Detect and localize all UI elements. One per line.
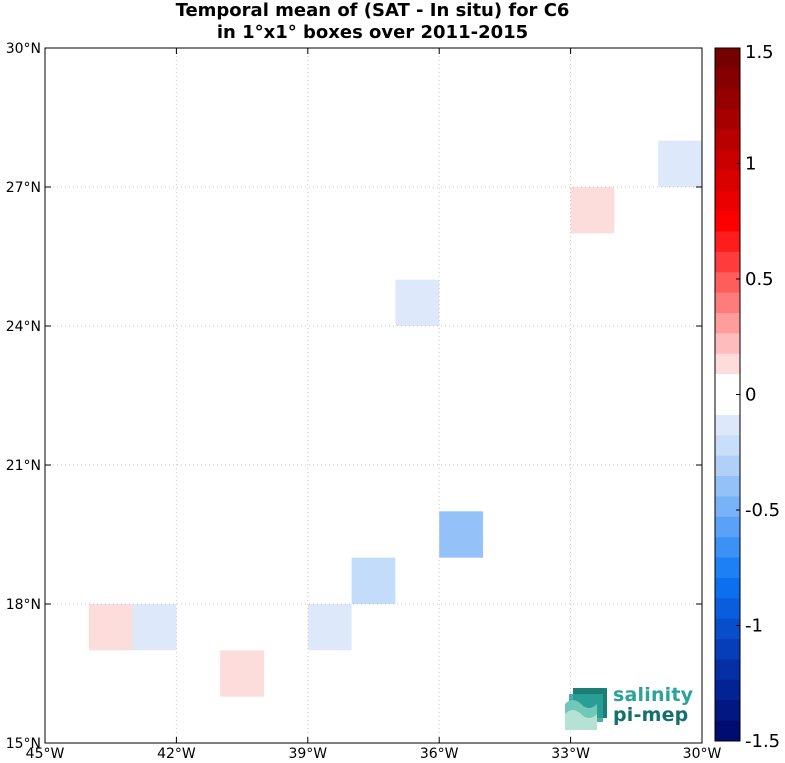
colorbar — [714, 47, 741, 742]
colorbar-swatch — [715, 353, 740, 375]
grid-cell — [439, 511, 483, 558]
logo-word-salinity: salinity — [613, 684, 694, 706]
colorbar-swatch — [715, 659, 740, 681]
x-axis-ticks: 45°W 42°W 39°W 36°W 33°W 30°W — [26, 48, 722, 762]
waves-icon — [565, 688, 607, 730]
x-tick-label: 30°W — [683, 746, 722, 762]
grid-cell — [132, 604, 177, 651]
y-tick-label: 15°N — [6, 736, 41, 752]
y-tick-label: 21°N — [6, 458, 41, 474]
colorbar-swatch — [715, 618, 740, 640]
colorbar-swatch — [715, 598, 740, 620]
colorbar-swatch — [715, 455, 740, 477]
colorbar-tick-label: 1 — [745, 154, 756, 175]
map-cells — [88, 140, 702, 697]
grid-cell — [658, 140, 702, 187]
grid-cell — [395, 279, 440, 326]
colorbar-swatch — [715, 700, 740, 722]
grid-cell — [88, 604, 133, 651]
colorbar-swatch — [715, 516, 740, 538]
colorbar-swatch — [715, 149, 740, 171]
plot-frame — [44, 47, 703, 744]
colorbar-tick-label: 1.5 — [745, 42, 774, 63]
colorbar-swatch — [715, 48, 740, 69]
colorbar-swatch — [715, 537, 740, 559]
colorbar-tick-label: -1.5 — [745, 731, 780, 752]
logo-word-pimep: pi-mep — [613, 704, 689, 726]
colorbar-tick-label: 0.5 — [745, 269, 774, 290]
y-tick-label: 24°N — [6, 319, 41, 335]
colorbar-tick-label: -1 — [745, 616, 763, 637]
colorbar-swatch — [715, 129, 740, 151]
colorbar-swatch — [715, 88, 740, 110]
x-tick-label: 33°W — [551, 746, 590, 762]
colorbar-tick-label: -0.5 — [745, 500, 780, 521]
colorbar-swatch — [715, 251, 740, 273]
colorbar-ticks: 1.5 1 0.5 0 -0.5 -1 -1.5 — [736, 42, 780, 752]
colorbar-swatch — [715, 231, 740, 253]
chart-title-line1: Temporal mean of (SAT - In situ) for C6 — [175, 0, 570, 21]
colorbar-swatch — [715, 292, 740, 314]
colorbar-swatch — [715, 190, 740, 212]
colorbar-swatch — [715, 374, 740, 395]
colorbar-swatch — [715, 414, 740, 436]
colorbar-swatch — [715, 272, 740, 294]
x-tick-label: 45°W — [26, 746, 65, 762]
chart-title: Temporal mean of (SAT - In situ) for C6 … — [0, 0, 745, 44]
colorbar-swatch — [715, 109, 740, 131]
colorbar-swatch — [715, 557, 740, 579]
grid-cell — [351, 557, 396, 604]
grid-cell — [220, 650, 264, 697]
chart-title-line2: in 1°x1° boxes over 2011-2015 — [216, 22, 529, 43]
x-tick-label: 36°W — [420, 746, 459, 762]
y-axis-ticks: 15°N 18°N 21°N 24°N 27°N 30°N — [6, 41, 702, 752]
y-tick-label: 30°N — [6, 41, 41, 57]
y-tick-label: 27°N — [6, 180, 41, 196]
colorbar-tick-label: 0 — [745, 385, 756, 406]
colorbar-swatch — [715, 496, 740, 518]
colorbar-swatch — [715, 577, 740, 599]
x-tick-label: 39°W — [288, 746, 327, 762]
colorbar-swatch — [715, 333, 740, 355]
colorbar-swatch — [715, 68, 740, 90]
grid-cell — [570, 187, 615, 234]
colorbar-swatch — [715, 720, 740, 742]
colorbar-swatch — [715, 170, 740, 192]
colorbar-swatch — [715, 679, 740, 701]
x-tick-label: 42°W — [157, 746, 196, 762]
colorbar-swatch — [715, 435, 740, 457]
colorbar-swatch — [715, 394, 740, 416]
colorbar-swatch — [715, 211, 740, 232]
colorbar-swatch — [715, 476, 740, 497]
salinity-pimep-logo: salinity pi-mep — [563, 682, 693, 732]
colorbar-swatch — [715, 639, 740, 660]
grid-lines — [45, 48, 702, 743]
grid-cell — [307, 604, 352, 651]
colorbar-swatch — [715, 312, 740, 334]
y-tick-label: 18°N — [6, 597, 41, 613]
